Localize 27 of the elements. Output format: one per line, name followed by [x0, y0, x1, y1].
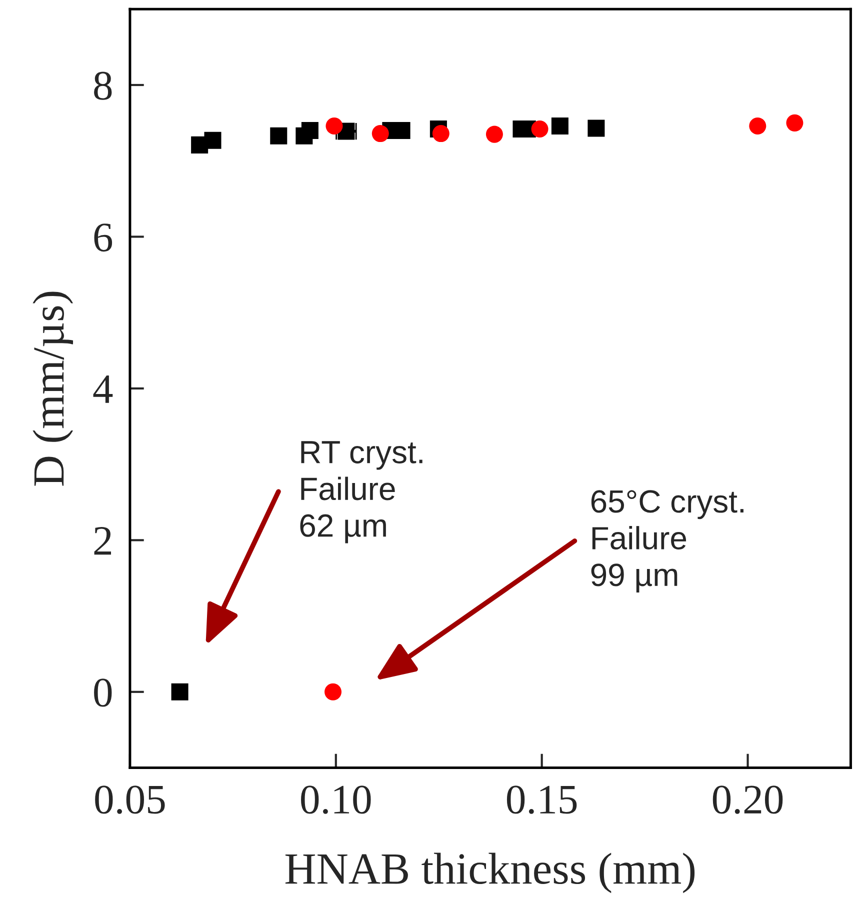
point [324, 683, 342, 700]
point [588, 120, 605, 137]
point [326, 117, 343, 134]
y-tick-label: 4 [93, 375, 113, 403]
point [786, 114, 804, 132]
point [204, 132, 222, 149]
point [301, 122, 318, 140]
point [432, 125, 450, 142]
point [551, 117, 568, 134]
x-tick-label: 0.05 [95, 786, 165, 814]
point [171, 683, 188, 700]
y-tick-label: 8 [94, 72, 112, 100]
x-axis-title: HNAB thickness (mm) [285, 852, 695, 894]
y-tick-label: 0 [94, 678, 112, 707]
y-tick-label: 6 [94, 224, 112, 252]
x-tick-label: 0.20 [712, 786, 783, 814]
point [531, 120, 548, 138]
x-tick-label: 0.15 [506, 786, 577, 814]
point [486, 126, 503, 143]
y-axis-title: D (mm/µs) [32, 292, 74, 486]
point [270, 127, 288, 144]
x-tick-label: 0.10 [301, 786, 371, 814]
y-tick-label: 2 [94, 527, 111, 555]
annotation: 65°C cryst. Failure 99 µm [591, 490, 744, 593]
annotation: RT cryst. Failure 62 µm [300, 441, 422, 544]
point [372, 125, 389, 142]
point [749, 117, 766, 134]
